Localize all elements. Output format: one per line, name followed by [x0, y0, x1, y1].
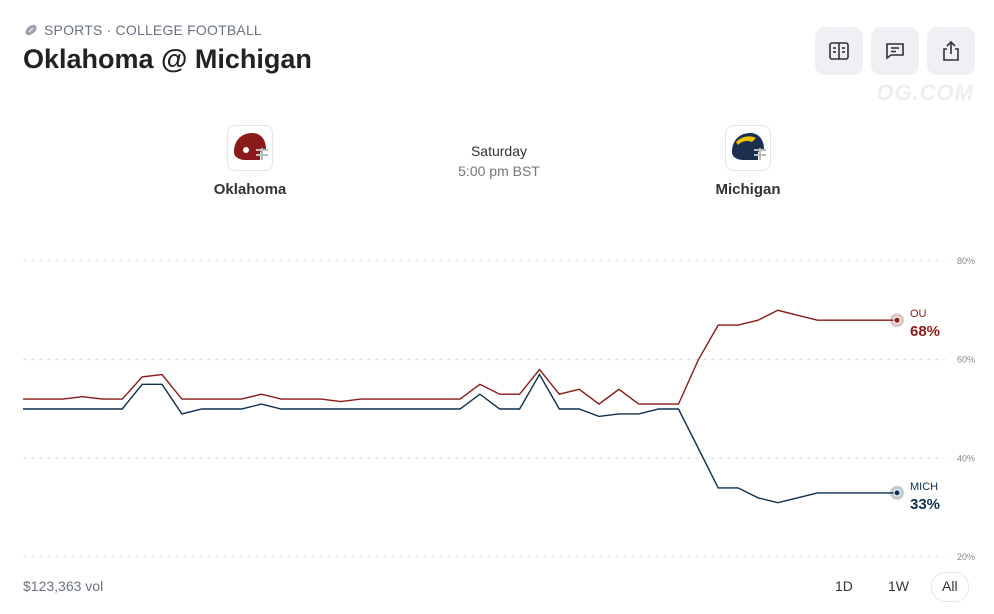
- volume: $123,363 vol: [23, 578, 104, 594]
- comments-button[interactable]: [871, 27, 919, 75]
- breadcrumb: SPORTS · COLLEGE FOOTBALL: [24, 22, 262, 38]
- team-home: Oklahoma: [180, 125, 320, 198]
- helmet-logo: [725, 125, 771, 171]
- range-button[interactable]: All: [931, 572, 969, 602]
- end-label: 33%: [910, 496, 940, 513]
- legend-name: MICH: [910, 481, 938, 493]
- end-dot: [893, 316, 901, 324]
- end-label: 68%: [910, 323, 940, 340]
- game-time: Saturday 5:00 pm BST: [429, 143, 569, 179]
- watermark: OG.COM: [876, 80, 974, 105]
- category: SPORTS · COLLEGE FOOTBALL: [44, 22, 262, 38]
- y-tick-label: 60%: [957, 355, 975, 365]
- series-line: [23, 309, 897, 405]
- y-tick-label: 40%: [957, 453, 975, 463]
- helmet-logo: [227, 125, 273, 171]
- legend-name: OU: [910, 308, 927, 320]
- y-tick-label: 20%: [957, 552, 975, 562]
- docs-button[interactable]: [815, 27, 863, 75]
- share-button[interactable]: [927, 27, 975, 75]
- end-dot: [893, 489, 901, 497]
- range-button[interactable]: 1W: [888, 578, 909, 594]
- game-day: Saturday: [470, 143, 528, 159]
- team-name: Oklahoma: [213, 181, 287, 198]
- y-tick-label: 80%: [957, 256, 975, 266]
- team-away: Michigan: [678, 125, 818, 198]
- market-title: Oklahoma @ Michigan: [23, 44, 312, 74]
- series-line: [23, 373, 897, 504]
- football-icon: [25, 24, 37, 36]
- game-clock: 5:00 pm BST: [458, 163, 540, 179]
- team-name: Michigan: [715, 181, 781, 198]
- range-button[interactable]: 1D: [835, 578, 853, 594]
